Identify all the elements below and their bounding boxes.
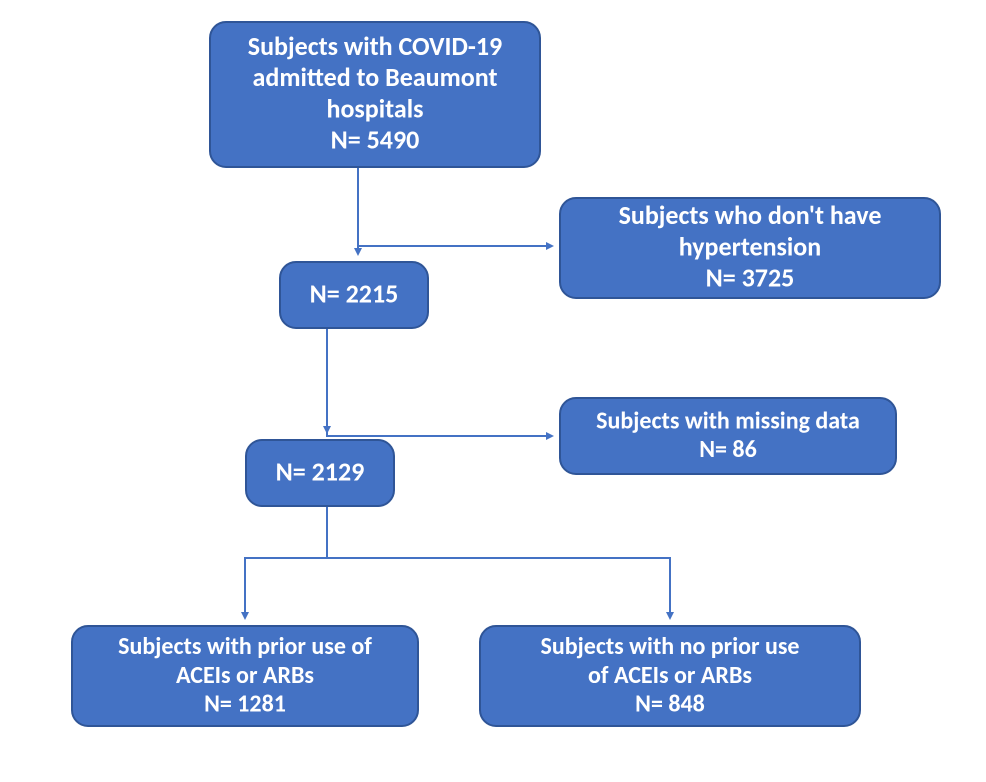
node-no_prior_use: Subjects with no prior useof ACEIs or AR… (480, 626, 860, 726)
node-missing: Subjects with missing dataN= 86 (560, 398, 896, 474)
node-no_htn: Subjects who don't havehypertensionN= 37… (560, 198, 940, 298)
edge-root-to-no_htn (358, 167, 552, 246)
node-prior_use-label-line-0: Subjects with prior use of (118, 632, 372, 661)
edge-n2215-to-missing (327, 328, 552, 436)
node-root: Subjects with COVID-19admitted to Beaumo… (210, 22, 540, 167)
flowchart-canvas: Subjects with COVID-19admitted to Beaumo… (0, 0, 986, 782)
node-root-label-line-3: N= 5490 (331, 124, 420, 156)
node-no_prior_use-label-line-1: of ACEIs or ARBs (588, 661, 752, 690)
node-root-label-line-2: hospitals (327, 92, 424, 124)
node-no_htn-label-line-2: N= 3725 (706, 261, 795, 293)
node-root-label-line-0: Subjects with COVID-19 (248, 30, 502, 62)
node-prior_use-label-line-1: ACEIs or ARBs (176, 661, 314, 690)
node-no_prior_use-label-line-2: N= 848 (635, 690, 705, 719)
edge-n2129-to-no_prior_use (327, 506, 670, 618)
node-prior_use: Subjects with prior use ofACEIs or ARBsN… (72, 626, 418, 726)
node-n2129-label-line-0: N= 2129 (276, 455, 365, 487)
node-prior_use-label-line-2: N= 1281 (204, 690, 286, 719)
node-missing-label-line-0: Subjects with missing data (596, 406, 860, 435)
edge-n2129-to-prior_use (245, 506, 327, 618)
node-n2129: N= 2129 (246, 440, 394, 506)
node-n2215: N= 2215 (280, 262, 428, 328)
nodes-layer: Subjects with COVID-19admitted to Beaumo… (72, 22, 940, 726)
node-no_htn-label-line-1: hypertension (679, 230, 822, 262)
node-n2215-label-line-0: N= 2215 (310, 277, 399, 309)
node-no_htn-label-line-0: Subjects who don't have (619, 199, 882, 231)
node-root-label-line-1: admitted to Beaumont (253, 61, 498, 93)
node-no_prior_use-label-line-0: Subjects with no prior use (541, 632, 800, 661)
node-missing-label-line-1: N= 86 (699, 435, 757, 464)
